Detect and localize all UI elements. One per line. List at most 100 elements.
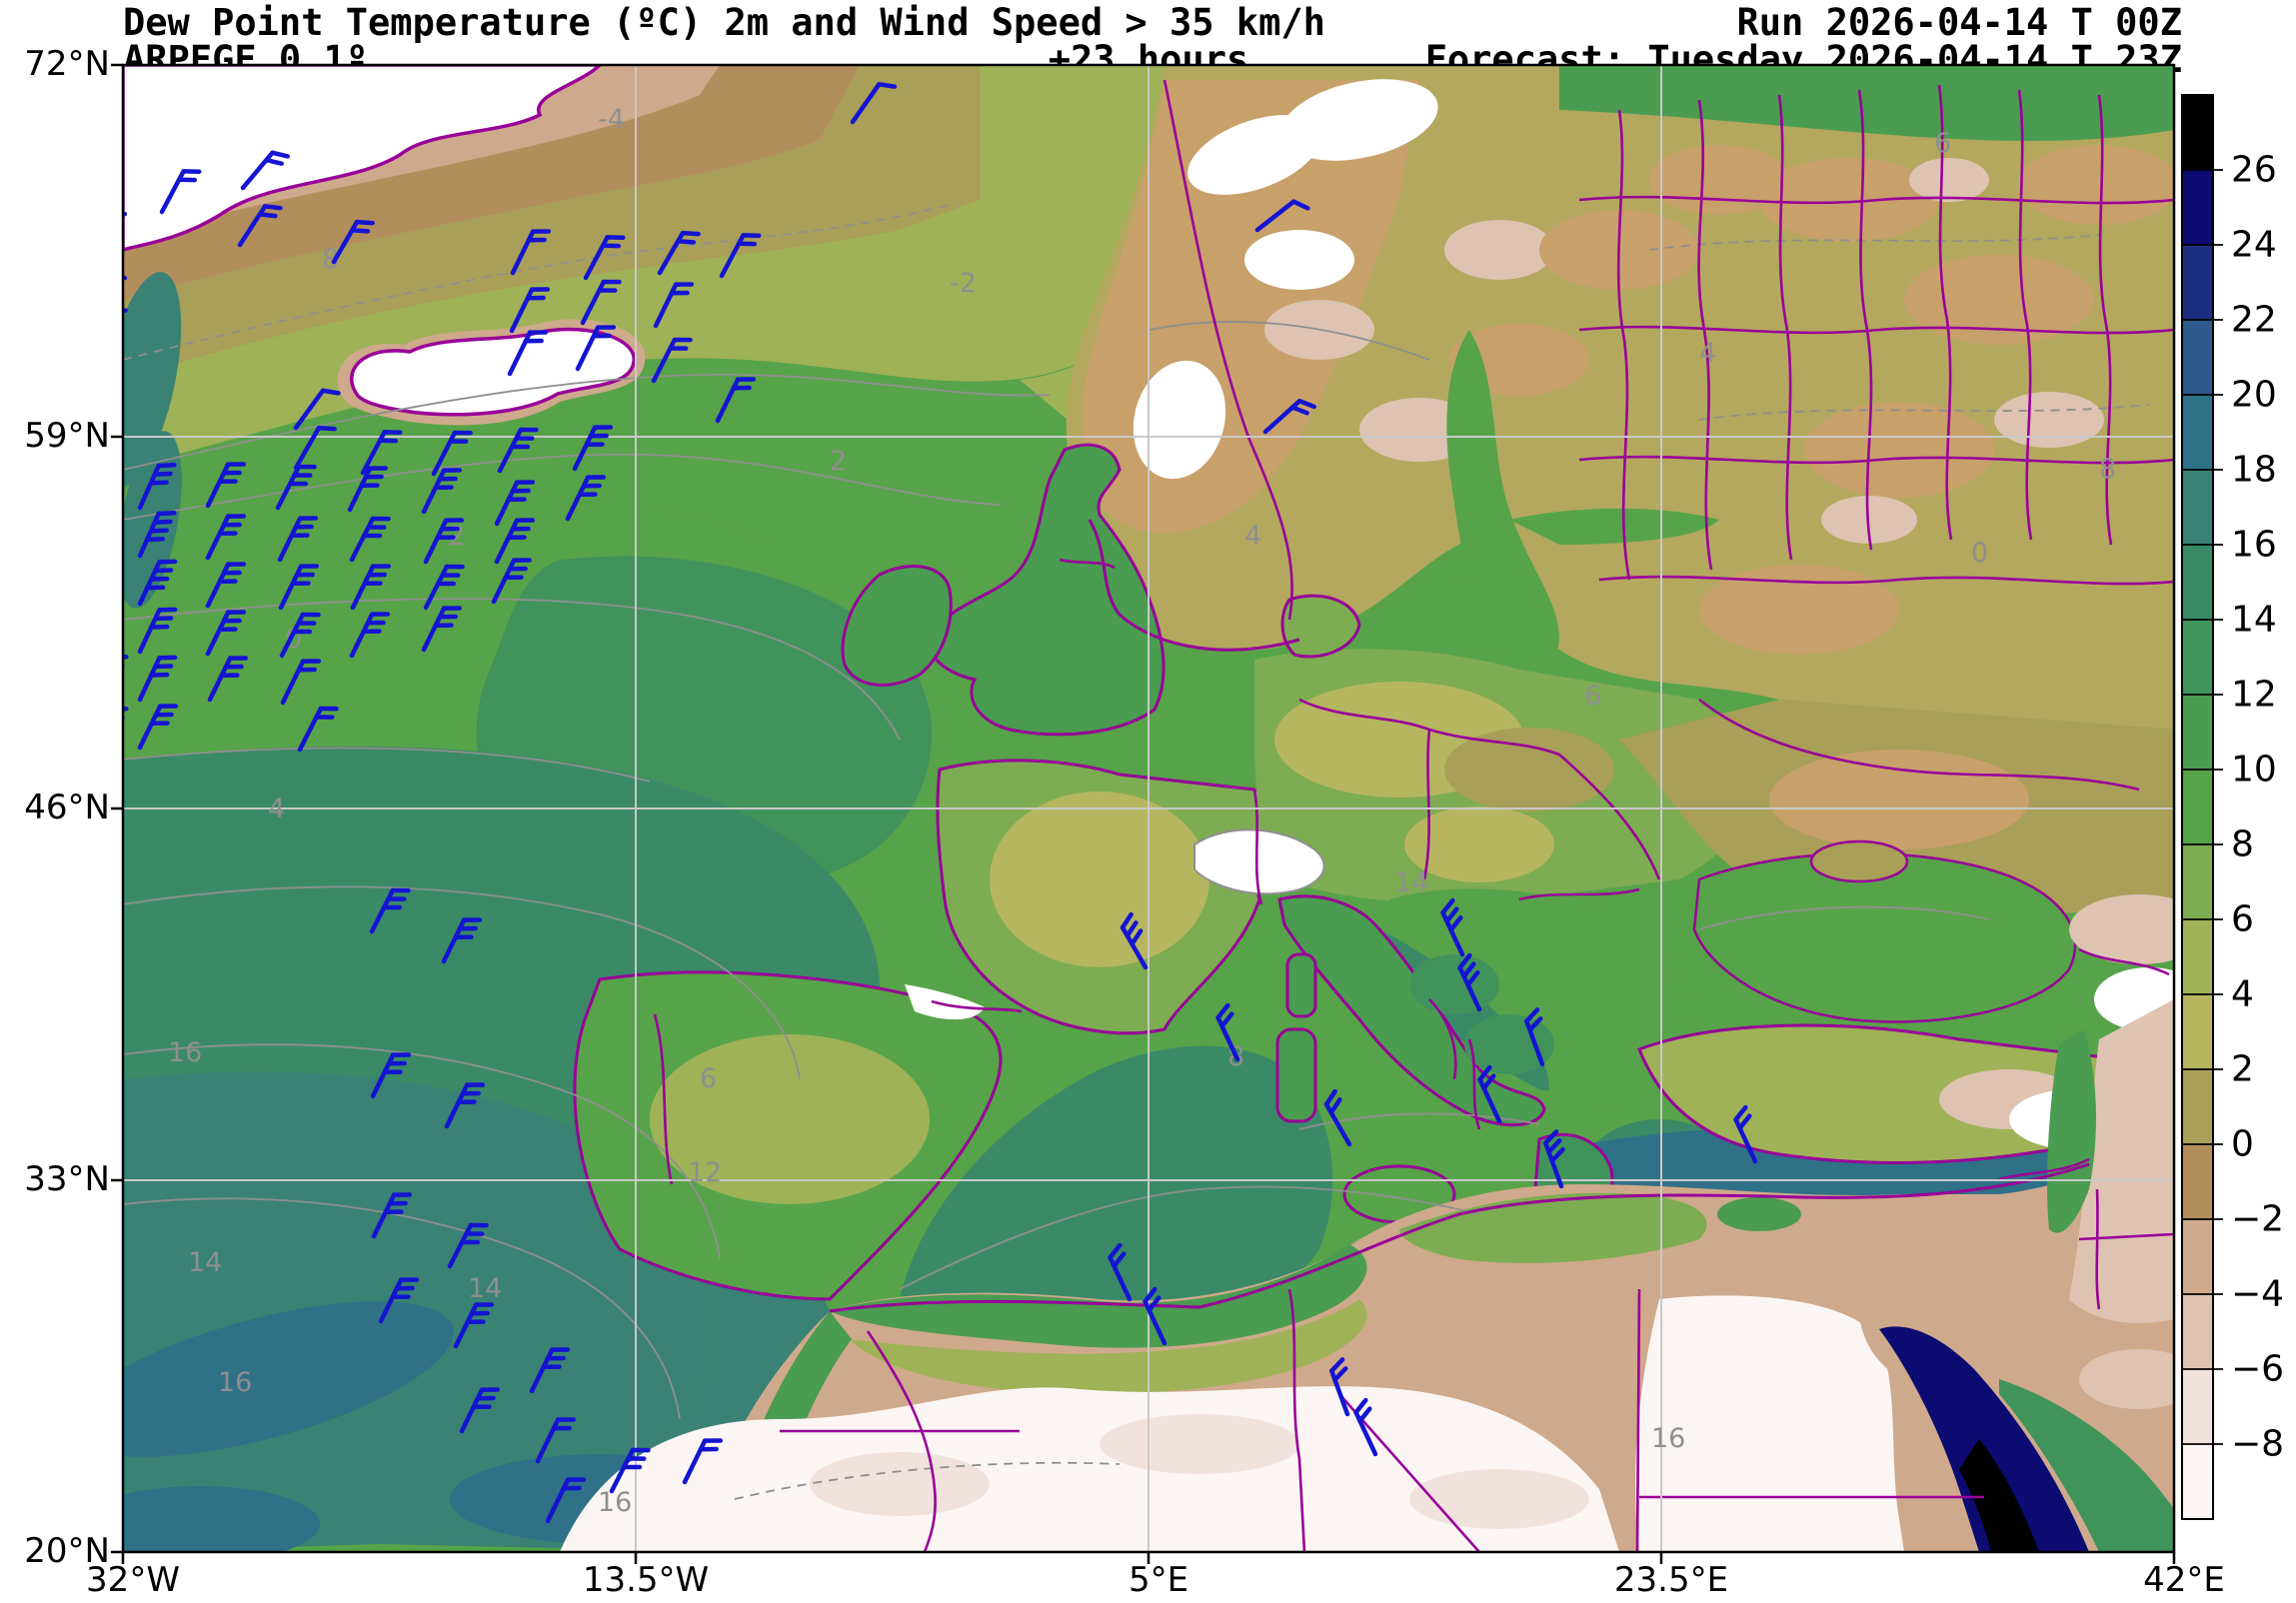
wind-barb [850,82,898,125]
region-red-sea-hot-core [1959,1439,2039,1552]
region-ireland [841,565,953,687]
colorbar-segment [2182,320,2213,396]
contour-value-label: 14 [468,1273,502,1304]
y-axis-label: 33°N [24,1159,110,1199]
region-dinarics-1 [1409,954,1499,1014]
x-axis-label: 5°E [1128,1560,1189,1600]
border-east-7 [2097,94,2113,546]
colorbar-segment [2182,1144,2213,1220]
wind-barb [651,337,693,384]
colorbar-label: 2 [2231,1048,2254,1090]
colorbar-segment [2182,395,2213,471]
colorbar-label: 20 [2231,374,2277,416]
wind-barb [1254,199,1310,233]
colorbar-label: 26 [2231,149,2277,191]
region-iberia-interior [650,1034,930,1204]
region-atlas [830,1244,1367,1348]
y-axis-label: 59°N [24,416,110,456]
region-greenland [123,65,603,252]
x-axis-label: 13.5°W [582,1560,710,1600]
region-denmark [1280,594,1361,659]
colorbar-segment [2182,170,2213,246]
colorbar-label: 22 [2231,299,2277,341]
region-cold-streak-1 [123,1301,454,1457]
colorbar-segment [2182,95,2213,171]
colorbar-label: 10 [2231,749,2277,791]
wind-barb [275,464,317,511]
colorbar-segment [2182,1219,2213,1295]
region-sahara [560,1386,1619,1552]
colorbar [2181,94,2223,1520]
region-scand-pink-3 [1444,220,1554,280]
contour-line [1148,321,1430,361]
border-east-6 [2017,89,2033,541]
border-levant-2 [2078,1232,2174,1241]
colorbar-label: 6 [2231,898,2254,940]
region-sahara-pink-2 [1100,1414,1299,1474]
wind-barb [293,388,341,431]
border-caucasus [2078,947,2170,976]
colorbar-label: 14 [2231,599,2277,641]
region-pannonia [1404,806,1554,882]
wind-barb [715,377,757,424]
colorbar-segment [2182,1369,2213,1445]
colorbar-segment [2182,695,2213,771]
wind-barb [572,425,614,472]
region-norway-snow-4 [1244,230,1354,290]
region-italy [1277,894,1546,1127]
region-sardinia [1275,1027,1317,1123]
wind-barb [491,558,533,605]
wind-barb [421,468,463,515]
y-axis-label: 20°N [24,1531,110,1571]
border-norway-sweden [1162,79,1293,621]
colorbar-label: 18 [2231,449,2277,491]
contour-line [1698,905,1990,930]
region-russia-tan-4 [2019,145,2174,225]
wind-barb [349,612,391,659]
contour-value-label: -4 [598,104,625,135]
contour-line [123,1197,681,1420]
wind-barb [447,1222,489,1269]
wind-barb [682,1438,724,1485]
colorbar-segment [2182,545,2213,621]
x-axis-label: 32°W [86,1560,180,1600]
region-levant-interior [2069,999,2174,1323]
wind-barb [657,230,701,276]
region-west-med [900,1045,1333,1319]
wind-barb [378,1277,420,1324]
wind-barb [580,279,622,326]
wind-barb [497,427,539,474]
wind-barb [297,706,339,753]
wind-barb [123,211,128,227]
contour-value-label: 8 [2099,454,2116,485]
region-egypt-desert [1635,1295,1904,1552]
border-libya-egypt [1635,1288,1641,1552]
wind-barb [350,564,392,611]
border-morocco-algeria [866,1330,937,1552]
border-levant-1 [2095,1188,2101,1310]
border-east-1 [1616,109,1631,581]
region-cold-streak-3 [123,1486,320,1552]
region-ukraine-tan [1769,750,2029,849]
contour-value-label: 16 [1651,1423,1685,1454]
wind-barb [1440,897,1465,957]
border-czech [1422,729,1431,880]
wind-barb [653,282,695,329]
wind-barb [137,655,178,703]
wind-barb [159,169,202,215]
wind-barb [207,656,249,703]
wind-barb [431,430,473,477]
contour-value-label: 14 [1394,867,1428,898]
colorbar-label: 0 [2231,1123,2254,1165]
dewpoint-fill-regions [123,65,2174,1552]
wind-barb [609,1447,651,1494]
region-france-interior [990,792,1209,967]
contour-line [123,885,801,1080]
region-arabia-pink [2079,1349,2174,1409]
contour-line [123,598,901,741]
border-balkans-1 [1467,1038,1481,1130]
political-borders [653,79,2174,1552]
wind-barb [1329,1357,1350,1417]
contour-value-label: 6 [1584,681,1601,712]
border-pyrenees [931,999,1023,1013]
